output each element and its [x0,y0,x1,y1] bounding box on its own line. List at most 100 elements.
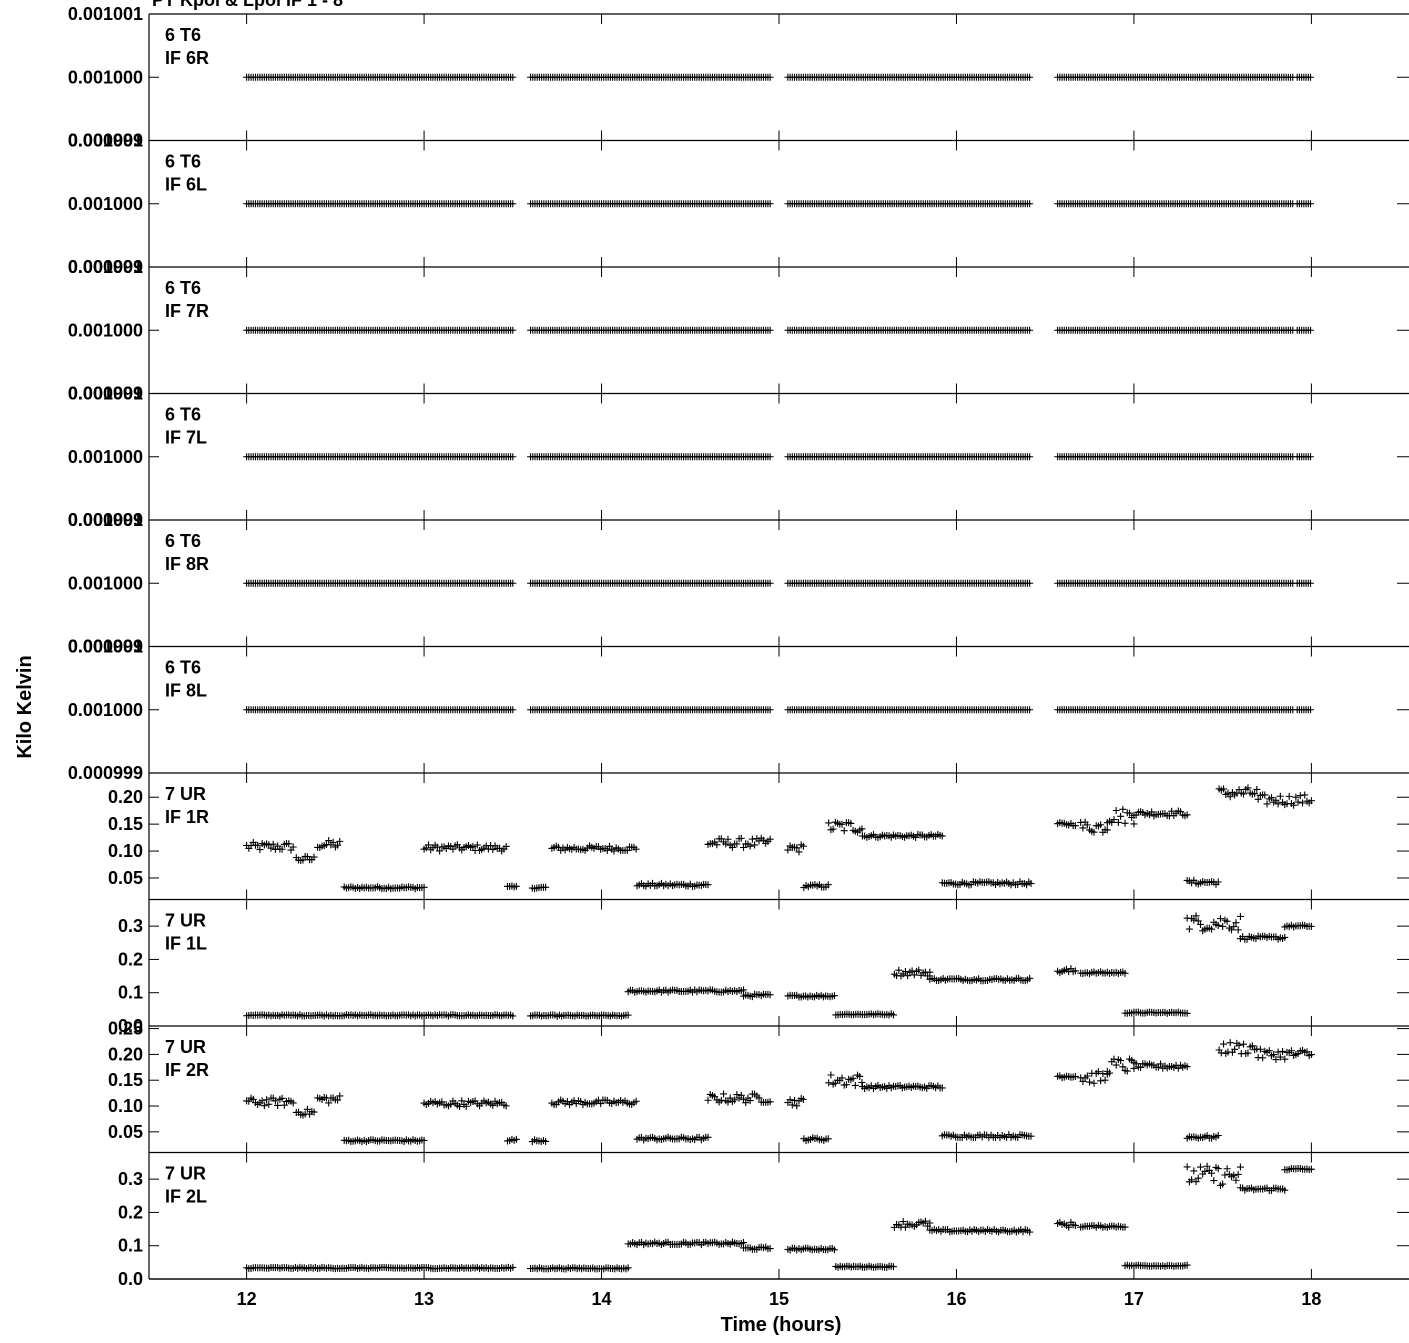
data-point [1235,1041,1243,1049]
data-point [740,986,748,994]
data-point [1192,912,1200,920]
data-point [1071,822,1079,830]
data-point [915,966,923,974]
data-point [755,1094,763,1102]
data-point [462,1102,470,1110]
data-point [742,1099,750,1107]
data-point [740,844,748,852]
data-point [1121,819,1129,827]
data-point [1094,1068,1102,1076]
data-point [799,1095,807,1103]
panel-label-station: 6 T6 [165,405,201,425]
data-point [921,1217,929,1225]
data-point [1307,453,1315,461]
chart-title: PT Kpol & Lpol IF 1 - 8 [152,0,343,10]
data-point [737,834,745,842]
data-point [1214,878,1222,886]
data-point [795,848,803,856]
data-point [265,1100,273,1108]
data-point [512,882,520,890]
data-point [1090,828,1098,836]
data-point [847,819,855,827]
data-point [1248,1042,1256,1050]
data-point [1188,1176,1196,1184]
data-point [1307,797,1315,805]
panel-label-if: IF 1R [165,807,209,827]
data-point [1119,805,1127,813]
data-point [271,1097,279,1105]
data-point [1236,912,1244,920]
data-point [1214,1165,1222,1173]
data-point [1026,326,1034,334]
data-point [1026,73,1034,81]
data-point [289,843,297,851]
series-markers [243,73,1315,81]
data-point [509,579,517,587]
data-point [336,837,344,845]
data-point [436,847,444,855]
data-point [720,1090,728,1098]
panel-label-if: IF 7R [165,301,209,321]
data-point [1079,824,1087,832]
data-point [838,820,846,828]
data-point [1226,793,1234,801]
x-tick-label: 14 [592,1289,612,1309]
data-point [1244,784,1252,792]
data-point [793,844,801,852]
y-tick-label: 0.000999 [68,510,143,530]
series-markers [243,200,1315,208]
panel-label-station: 7 UR [165,784,206,804]
y-tick-label: 0.10 [108,841,143,861]
y-tick-label: 0.05 [108,1122,143,1142]
data-point [722,840,730,848]
data-point [1123,1067,1131,1075]
data-point [1307,73,1315,81]
data-point [256,846,264,854]
series-markers [243,326,1315,334]
data-point [1168,807,1176,815]
data-point [1307,1051,1315,1059]
data-point [1117,812,1125,820]
y-tick-label: 0.000999 [68,131,143,151]
y-tick-label: 0.001001 [68,257,143,277]
data-point [1230,923,1238,931]
data-point [751,841,759,849]
y-tick-label: 0.20 [108,1044,143,1064]
data-point [766,1098,774,1106]
data-point [1026,974,1034,982]
data-point [1103,826,1111,834]
series-markers [243,453,1315,461]
data-point [1307,1165,1315,1173]
y-tick-label: 0.001000 [68,447,143,467]
y-tick-label: 0.2 [118,1202,143,1222]
data-point [1125,809,1133,817]
data-point [1299,799,1307,807]
data-point [731,1096,739,1104]
y-axis-title: Kilo Kelvin [14,655,36,758]
data-point [704,881,712,889]
data-point [1279,1047,1287,1055]
data-point [724,835,732,843]
y-tick-label: 0.2 [118,949,143,969]
data-point [269,840,277,848]
y-tick-label: 0.25 [108,1019,143,1039]
data-point [889,1263,897,1271]
panel-label-station: 6 T6 [165,278,201,298]
data-point [1185,925,1193,933]
data-point [509,453,517,461]
data-point [624,1264,632,1272]
data-point [1240,1040,1248,1048]
panel-label-station: 6 T6 [165,658,201,678]
data-point [1224,789,1232,797]
data-point [1254,795,1262,803]
data-point [766,453,774,461]
panel-label-station: 7 UR [165,1037,206,1057]
data-point [704,1096,712,1104]
data-point [733,1091,741,1099]
panel-label-station: 7 UR [165,1164,206,1184]
